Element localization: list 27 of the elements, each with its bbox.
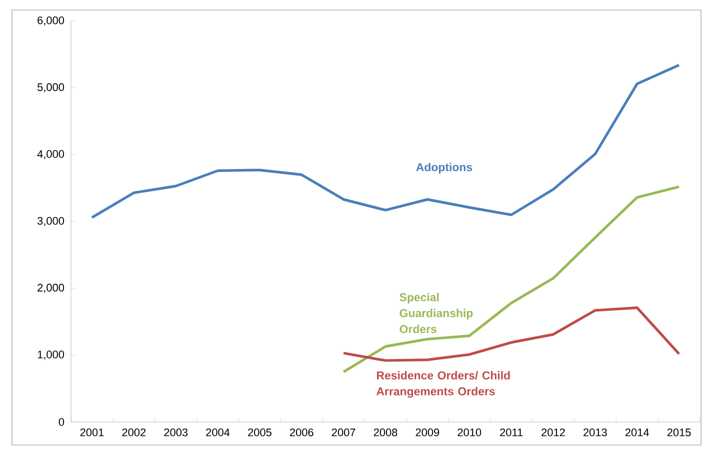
line-series: [342, 306, 680, 362]
y-tick-label: 6,000: [38, 16, 64, 26]
x-tick-label: 2014: [625, 428, 649, 436]
x-tick-label: 2013: [584, 428, 607, 436]
line-series: [90, 64, 680, 219]
x-tick-label: 2005: [248, 428, 272, 436]
y-tick-label: 4,000: [37, 150, 64, 160]
x-tick-label: 2015: [667, 428, 691, 436]
x-tick-label: 2009: [416, 428, 440, 436]
x-tick-label: 2002: [122, 428, 146, 436]
x-tick-label: 2006: [290, 428, 314, 436]
x-tick-label: 2004: [206, 428, 230, 436]
text: Adoptions: [416, 162, 472, 174]
x-tick-label: 2008: [374, 428, 398, 436]
x-tick-label: 2010: [458, 428, 482, 436]
y-tick-label: 2,000: [38, 284, 64, 293]
x-tick-label: 2003: [164, 428, 188, 436]
y-tick-label: 3,000: [37, 216, 64, 226]
x-tick-label: 2011: [500, 428, 523, 436]
x-tick-label: 2007: [332, 428, 356, 436]
series-label: Residence Orders/ Child Arrangements Orders: [376, 371, 510, 398]
x-tick-label: 2001: [80, 428, 104, 436]
y-tick-label: 5,000: [38, 83, 64, 92]
y-tick-label: 1,000: [38, 350, 64, 360]
series-label: Special Guardianship Orders: [400, 292, 473, 334]
x-tick-label: 2012: [542, 428, 565, 436]
y-tick-label: 0: [58, 418, 64, 426]
